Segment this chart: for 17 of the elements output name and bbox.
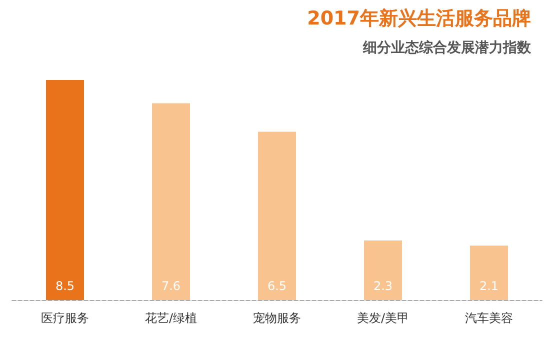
data-label: 8.5 [55, 279, 75, 293]
data-label: 7.6 [161, 279, 181, 293]
x-tick-label: 宠物服务 [253, 311, 301, 325]
x-tick-label: 汽车美容 [465, 311, 513, 325]
bar [364, 240, 402, 300]
data-label: 2.3 [373, 279, 393, 293]
data-label: 2.1 [479, 279, 499, 293]
x-tick-label: 美发/美甲 [356, 311, 410, 325]
x-tick-label: 医疗服务 [41, 311, 89, 325]
chart-subtitle: 细分业态综合发展潜力指数 [362, 39, 532, 56]
bar [258, 132, 296, 300]
bar [46, 80, 84, 300]
bar [152, 103, 190, 300]
bar [470, 246, 508, 300]
chart-title: 2017年新兴生活服务品牌 [307, 8, 532, 30]
data-label: 6.5 [267, 279, 287, 293]
x-tick-label: 花艺/绿植 [144, 311, 198, 325]
